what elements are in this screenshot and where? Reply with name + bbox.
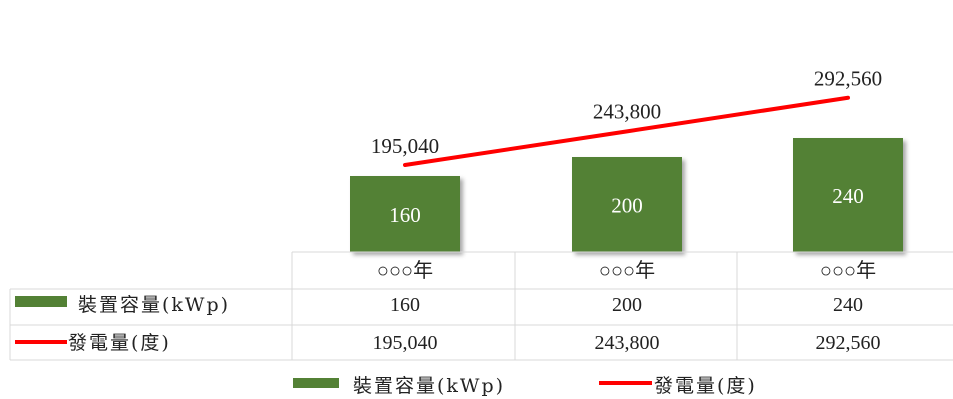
- bar-series: 160 200 240: [350, 138, 903, 252]
- table-cell-generation-2: 243,800: [595, 332, 660, 354]
- bar-data-label-1: 160: [389, 203, 421, 227]
- legend-line-label: 發電量(度): [654, 375, 757, 397]
- category-label-1: ○○○年: [377, 259, 433, 282]
- bar-data-label-2: 200: [611, 194, 643, 218]
- bar-2: [572, 157, 682, 252]
- table-cell-capacity-3: 240: [833, 294, 863, 316]
- generation-line: [403, 95, 850, 167]
- bar-data-label-3: 240: [832, 184, 864, 208]
- table-cell-generation-3: 292,560: [816, 332, 881, 354]
- table-row-label-generation: 發電量(度): [68, 332, 171, 354]
- chart-legend: 裝置容量(kWp) 發電量(度): [293, 375, 757, 397]
- line-data-labels: 195,040 243,800 292,560: [371, 67, 882, 158]
- table-legend-bar-key: [15, 296, 67, 307]
- line-data-label-2: 243,800: [593, 99, 661, 123]
- table-grid: [9, 251, 953, 361]
- table-cell-capacity-1: 160: [390, 294, 420, 316]
- bar-1: [350, 176, 460, 252]
- table-cell-capacity-2: 200: [612, 294, 642, 316]
- table-row-label-capacity: 裝置容量(kWp): [78, 294, 230, 316]
- line-data-label-1: 195,040: [371, 134, 439, 158]
- legend-bar-label: 裝置容量(kWp): [353, 375, 505, 397]
- line-data-label-3: 292,560: [814, 67, 882, 91]
- category-label-3: ○○○年: [820, 259, 876, 282]
- legend-bar-swatch: [293, 378, 339, 388]
- bar-3: [793, 138, 903, 252]
- data-table: ○○○年 ○○○年 ○○○年 裝置容量(kWp) 160 200 240 發電量…: [9, 251, 953, 361]
- category-label-2: ○○○年: [599, 259, 655, 282]
- table-cell-generation-1: 195,040: [373, 332, 438, 354]
- line-series: [403, 95, 850, 167]
